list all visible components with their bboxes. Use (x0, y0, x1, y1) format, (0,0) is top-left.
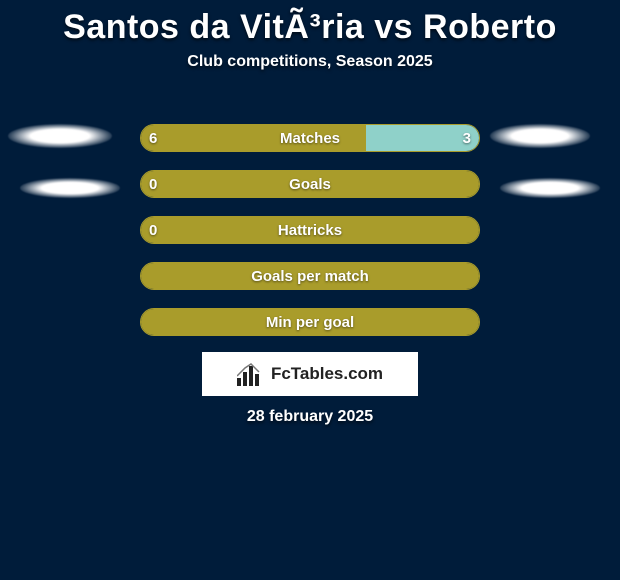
stat-bar-track: Matches63 (140, 124, 480, 152)
left-bar (141, 309, 479, 335)
decorative-oval (500, 178, 600, 198)
left-value: 0 (149, 171, 189, 197)
stat-bar-track: Min per goal (140, 308, 480, 336)
decorative-oval (490, 124, 590, 148)
logo-text: FcTables.com (271, 364, 383, 384)
left-value: 0 (149, 217, 189, 243)
stat-row: Hattricks0 (0, 210, 620, 256)
page-subtitle: Club competitions, Season 2025 (0, 53, 620, 71)
left-bar (141, 263, 479, 289)
left-bar (141, 171, 479, 197)
right-value: 3 (431, 125, 471, 151)
decorative-oval (20, 178, 120, 198)
comparison-chart: Matches63Goals0Hattricks0Goals per match… (0, 118, 620, 348)
page-title: Santos da VitÃ³ria vs Roberto (0, 0, 620, 47)
left-value: 6 (149, 125, 189, 151)
stat-row: Goals per match (0, 256, 620, 302)
decorative-oval (8, 124, 112, 148)
left-bar (141, 217, 479, 243)
bar-chart-icon (237, 362, 265, 386)
stat-bar-track: Goals0 (140, 170, 480, 198)
stat-bar-track: Goals per match (140, 262, 480, 290)
date-line: 28 february 2025 (0, 408, 620, 426)
site-logo: FcTables.com (202, 352, 418, 396)
stat-bar-track: Hattricks0 (140, 216, 480, 244)
stat-row: Min per goal (0, 302, 620, 348)
